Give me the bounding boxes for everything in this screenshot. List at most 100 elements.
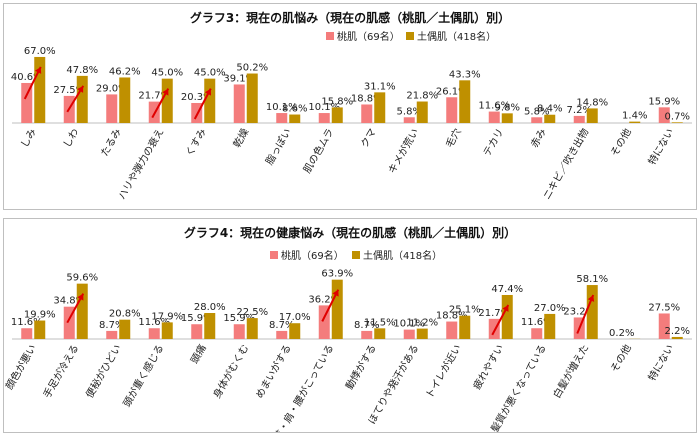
- bar-dogu: [374, 92, 386, 123]
- bar-momo: [21, 328, 33, 339]
- bar-momo: [106, 330, 118, 339]
- category-label: 便秘がひどい: [83, 342, 124, 400]
- data-label: 67.0%: [24, 46, 56, 57]
- category-label: くすみ: [183, 127, 208, 159]
- data-label: 40.6%: [11, 72, 43, 83]
- data-label: 22.5%: [236, 307, 268, 318]
- data-label: 27.5%: [648, 302, 680, 313]
- category-label: 身体がむくむ: [210, 342, 251, 400]
- bar-momo: [191, 102, 203, 123]
- data-label: 9.8%: [495, 102, 520, 113]
- increase-arrow-head: [77, 85, 84, 93]
- bar-dogu: [586, 285, 598, 339]
- bar-dogu: [544, 313, 556, 339]
- bar-dogu: [501, 294, 513, 339]
- data-label: 18.8%: [436, 311, 468, 322]
- bar-dogu: [76, 75, 88, 123]
- data-label: 21.7%: [478, 308, 510, 319]
- legend-swatch-dogu: [406, 32, 414, 40]
- bar-momo: [233, 324, 245, 339]
- legend-label-dogu: 土偶肌（418名）: [363, 249, 442, 262]
- bar-dogu: [34, 56, 46, 124]
- data-label: 63.9%: [321, 269, 353, 280]
- category-label: 白髪が増えた: [550, 342, 591, 400]
- bar-momo: [148, 328, 160, 339]
- chart-panel-skin: グラフ3：現在の肌悩み（現在の肌感（桃肌／土偶肌）別） 桃肌（69名） 土偶肌（…: [3, 3, 697, 210]
- increase-arrow-head: [162, 88, 169, 96]
- data-label: 20.3%: [181, 92, 213, 103]
- data-label: 5.8%: [524, 106, 549, 117]
- category-label: 肌の色ムラ: [300, 126, 336, 175]
- data-label: 19.9%: [24, 310, 56, 321]
- category-label: 手足が冷える: [40, 342, 81, 400]
- bar-momo: [361, 104, 373, 123]
- bar-dogu: [331, 107, 343, 123]
- chart-panel-health: グラフ4：現在の健康悩み（現在の肌感（桃肌／土偶肌）別） 桃肌（69名） 土偶肌…: [3, 218, 697, 433]
- bar-momo: [531, 328, 543, 339]
- data-label: 11.2%: [406, 318, 438, 329]
- data-label: 8.7%: [354, 320, 379, 331]
- bar-momo: [276, 113, 288, 123]
- data-label: 10.1%: [308, 102, 340, 113]
- data-label: 2.2%: [665, 326, 690, 337]
- category-label: 動悸がする: [343, 342, 379, 392]
- data-label: 34.8%: [53, 296, 85, 307]
- bar-dogu: [289, 323, 301, 339]
- data-label: 28.0%: [194, 302, 226, 313]
- bar-dogu: [501, 113, 513, 123]
- data-label: 11.6%: [11, 317, 43, 328]
- bar-dogu: [416, 101, 428, 123]
- data-label: 50.2%: [236, 63, 268, 74]
- bar-momo: [318, 113, 330, 123]
- data-label: 15.9%: [648, 96, 680, 107]
- data-label: 11.6%: [138, 317, 170, 328]
- bar-dogu: [289, 114, 301, 123]
- bar-momo: [106, 94, 118, 123]
- category-label: その他: [608, 126, 634, 158]
- data-label: 29.0%: [96, 83, 128, 94]
- data-label: 39.1%: [223, 73, 255, 84]
- data-label: 43.3%: [449, 69, 481, 80]
- data-label: 47.8%: [66, 65, 98, 76]
- legend-label-momo: 桃肌（69名）: [281, 249, 344, 262]
- data-label: 7.2%: [567, 105, 592, 116]
- bar-dogu: [671, 336, 683, 339]
- category-label: その他: [608, 342, 634, 374]
- bar-momo: [658, 313, 670, 339]
- bar-momo: [531, 117, 543, 123]
- data-label: 36.2%: [308, 294, 340, 305]
- bar-momo: [488, 111, 500, 123]
- bar-dogu: [161, 322, 173, 339]
- chart-title: グラフ4：現在の健康悩み（現在の肌感（桃肌／土偶肌）別）: [184, 225, 516, 240]
- category-label: クマ: [358, 127, 378, 150]
- category-label: 顔色が悪い: [4, 342, 39, 392]
- category-label: テカリ: [481, 127, 506, 159]
- category-label: 乾燥: [230, 126, 251, 150]
- category-label: 頭痛: [188, 342, 209, 366]
- data-label: 8.6%: [282, 104, 307, 115]
- data-label: 0.7%: [665, 111, 690, 122]
- bar-momo: [318, 305, 330, 339]
- bar-dogu: [374, 328, 386, 339]
- bar-momo: [361, 330, 373, 339]
- category-label: 赤み: [528, 127, 548, 150]
- data-label: 26.1%: [436, 86, 468, 97]
- data-label: 20.8%: [109, 309, 141, 320]
- bar-dogu: [246, 73, 258, 123]
- data-label: 14.8%: [576, 97, 608, 108]
- data-label: 45.0%: [194, 68, 226, 79]
- data-label: 15.9%: [181, 313, 213, 324]
- bar-momo: [191, 324, 203, 339]
- data-label: 15.8%: [321, 96, 353, 107]
- bar-dogu: [161, 78, 173, 123]
- data-label: 1.4%: [622, 111, 647, 122]
- category-label: 疲れやすい: [470, 342, 506, 392]
- data-label: 17.0%: [279, 312, 311, 323]
- chart-health-concerns: グラフ4：現在の健康悩み（現在の肌感（桃肌／土偶肌）別） 桃肌（69名） 土偶肌…: [4, 225, 692, 432]
- category-label: ニキビ／吹き出物: [540, 126, 591, 202]
- bar-momo: [573, 115, 585, 123]
- increase-arrow-head: [332, 289, 339, 297]
- category-label: しわ: [61, 127, 81, 150]
- data-label: 5.8%: [397, 106, 422, 117]
- bar-momo: [403, 329, 415, 339]
